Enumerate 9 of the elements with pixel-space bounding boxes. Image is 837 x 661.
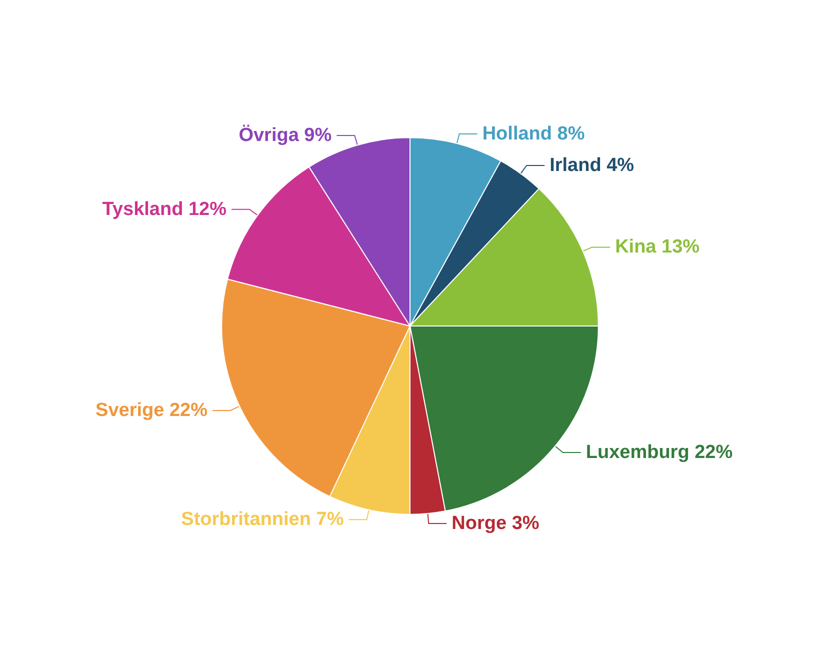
slice-label: Storbritannien 7%	[181, 509, 344, 530]
slice-label: Sverige 22%	[96, 400, 208, 421]
slice-label: Tyskland 12%	[102, 198, 227, 220]
slice-label: Övriga 9%	[238, 124, 332, 146]
slice-label: Luxemburg 22%	[586, 442, 733, 463]
slice-label: Irland 4%	[550, 155, 634, 176]
slice-label: Holland 8%	[482, 123, 585, 144]
slice-label: Kina 13%	[615, 236, 700, 258]
slice-label: Norge 3%	[452, 513, 540, 534]
